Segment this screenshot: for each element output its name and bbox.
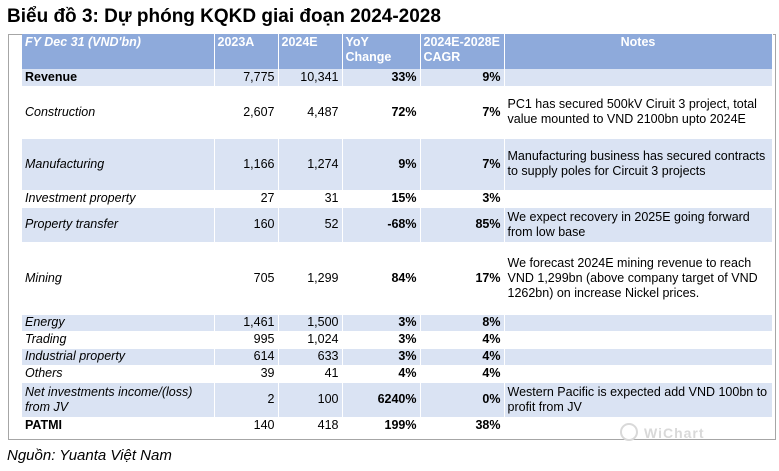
value-2023a: 7,775 [214,69,279,87]
page-title: Biểu đồ 3: Dự phóng KQKD giai đoạn 2024-… [7,6,441,27]
value-2024e: 418 [278,417,343,435]
row-label: Investment property [22,190,215,208]
table-row: Energy 1,461 1,500 3% 8% [22,314,773,332]
value-cagr: 3% [420,190,505,208]
row-label: Revenue [22,69,215,87]
row-label: PATMI [22,417,215,435]
value-2024e: 31 [278,190,343,208]
value-2023a: 160 [214,207,279,243]
value-cagr: 7% [420,86,505,139]
value-2023a: 705 [214,242,279,315]
value-yoy: 6240% [342,382,421,418]
value-yoy: 3% [342,314,421,332]
value-2024e: 41 [278,365,343,383]
value-2024e: 1,299 [278,242,343,315]
watermark-logo-icon [620,423,638,441]
row-label: Property transfer [22,207,215,243]
value-cagr: 9% [420,69,505,87]
row-note [504,314,773,332]
value-yoy: 3% [342,348,421,366]
table-header-row: FY Dec 31 (VND'bn) 2023A 2024E YoY Chang… [22,34,773,69]
table-row: Industrial property 614 633 3% 4% [22,348,773,366]
row-label: Manufacturing [22,138,215,191]
value-2024e: 52 [278,207,343,243]
value-2023a: 2,607 [214,86,279,139]
value-2024e: 1,274 [278,138,343,191]
row-note: PC1 has secured 500kV Ciruit 3 project, … [504,86,773,139]
table-row: Manufacturing 1,166 1,274 9% 7% Manufacturing… [22,138,773,191]
row-note [504,69,773,87]
value-cagr: 17% [420,242,505,315]
row-label: Trading [22,331,215,349]
value-cagr: 85% [420,207,505,243]
value-yoy: 84% [342,242,421,315]
value-cagr: 0% [420,382,505,418]
header-notes: Notes [504,34,773,69]
table-row: Construction 2,607 4,487 72% 7% PC1 has secur… [22,86,773,139]
row-label: Industrial property [22,348,215,366]
row-label: Mining [22,242,215,315]
row-note: We forecast 2024E mining revenue to reac… [504,242,773,315]
value-yoy: 72% [342,86,421,139]
value-cagr: 4% [420,331,505,349]
table-row: Mining 705 1,299 84% 17% We forecast 2024E m… [22,242,773,315]
row-note [504,417,773,435]
forecast-table: FY Dec 31 (VND'bn) 2023A 2024E YoY Chang… [22,34,773,435]
table-row: Net investments income/(loss) from JV 2 10… [22,382,773,418]
row-note: Manufacturing business has secured contr… [504,138,773,191]
watermark: WiChart [620,423,705,441]
watermark-text: WiChart [644,425,705,441]
value-yoy: 9% [342,138,421,191]
row-label: Energy [22,314,215,332]
value-yoy: 4% [342,365,421,383]
header-2024e: 2024E [278,34,343,69]
row-note [504,348,773,366]
value-2023a: 27 [214,190,279,208]
source-note: Nguồn: Yuanta Việt Nam [7,447,172,464]
value-yoy: 199% [342,417,421,435]
value-yoy: 33% [342,69,421,87]
value-yoy: -68% [342,207,421,243]
row-label: Construction [22,86,215,139]
table-row: Investment property 27 31 15% 3% [22,190,773,208]
row-note [504,331,773,349]
value-2023a: 2 [214,382,279,418]
value-2024e: 633 [278,348,343,366]
value-cagr: 4% [420,365,505,383]
value-2023a: 39 [214,365,279,383]
header-yoy: YoY Change [342,34,421,69]
table-row: Property transfer 160 52 -68% 85% We expect r… [22,207,773,243]
table-row: PATMI 140 418 199% 38% [22,417,773,435]
table-row: Revenue 7,775 10,341 33% 9% [22,69,773,87]
value-cagr: 38% [420,417,505,435]
row-note [504,365,773,383]
value-2024e: 100 [278,382,343,418]
value-2023a: 995 [214,331,279,349]
value-2023a: 1,461 [214,314,279,332]
header-cagr: 2024E-2028E CAGR [420,34,505,69]
value-2024e: 4,487 [278,86,343,139]
value-cagr: 8% [420,314,505,332]
value-2023a: 1,166 [214,138,279,191]
value-2024e: 1,500 [278,314,343,332]
value-2023a: 140 [214,417,279,435]
value-cagr: 4% [420,348,505,366]
table-row: Trading 995 1,024 3% 4% [22,331,773,349]
header-2023a: 2023A [214,34,279,69]
value-2023a: 614 [214,348,279,366]
row-note: We expect recovery in 2025E going forwar… [504,207,773,243]
row-label: Others [22,365,215,383]
value-yoy: 3% [342,331,421,349]
value-2024e: 1,024 [278,331,343,349]
value-yoy: 15% [342,190,421,208]
value-cagr: 7% [420,138,505,191]
row-note [504,190,773,208]
value-2024e: 10,341 [278,69,343,87]
header-fy: FY Dec 31 (VND'bn) [22,34,215,69]
row-note: Western Pacific is expected add VND 100b… [504,382,773,418]
row-label: Net investments income/(loss) from JV [22,382,215,418]
table-row: Others 39 41 4% 4% [22,365,773,383]
